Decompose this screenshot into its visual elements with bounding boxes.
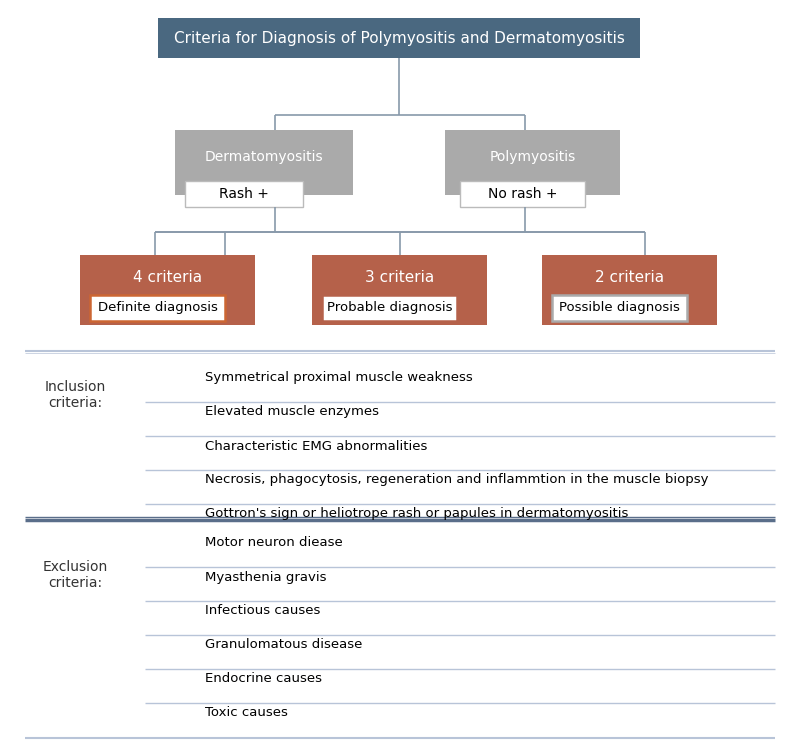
Text: Polymyositis: Polymyositis (490, 150, 576, 164)
Bar (185, 181, 303, 207)
Bar (460, 181, 585, 207)
Text: 4 criteria: 4 criteria (133, 270, 202, 285)
Bar (80, 255, 255, 325)
Bar (312, 255, 487, 325)
Text: Probable diagnosis: Probable diagnosis (326, 302, 452, 314)
Bar (175, 130, 353, 195)
Bar (542, 255, 717, 325)
Text: Exclusion
criteria:: Exclusion criteria: (42, 560, 108, 590)
Bar (158, 18, 640, 58)
Text: No rash +: No rash + (488, 187, 558, 201)
Text: Elevated muscle enzymes: Elevated muscle enzymes (205, 406, 379, 418)
Text: Dermatomyositis: Dermatomyositis (205, 150, 323, 164)
Text: Inclusion
criteria:: Inclusion criteria: (44, 380, 106, 410)
Text: Rash +: Rash + (219, 187, 269, 201)
Text: Motor neuron diease: Motor neuron diease (205, 536, 342, 550)
Bar (445, 130, 620, 195)
Text: Necrosis, phagocytosis, regeneration and inflammtion in the muscle biopsy: Necrosis, phagocytosis, regeneration and… (205, 474, 709, 486)
Text: Infectious causes: Infectious causes (205, 604, 320, 618)
Text: Gottron's sign or heliotrope rash or papules in dermatomyositis: Gottron's sign or heliotrope rash or pap… (205, 507, 628, 521)
Text: Granulomatous disease: Granulomatous disease (205, 639, 362, 651)
Text: Characteristic EMG abnormalities: Characteristic EMG abnormalities (205, 439, 427, 453)
Text: 2 criteria: 2 criteria (595, 270, 664, 285)
Text: Criteria for Diagnosis of Polymyositis and Dermatomyositis: Criteria for Diagnosis of Polymyositis a… (174, 31, 625, 46)
Bar (322, 295, 457, 321)
Text: 3 criteria: 3 criteria (365, 270, 434, 285)
Text: Myasthenia gravis: Myasthenia gravis (205, 571, 326, 583)
Bar (552, 295, 687, 321)
Text: Toxic causes: Toxic causes (205, 707, 288, 719)
Text: Endocrine causes: Endocrine causes (205, 672, 322, 686)
Bar (90, 295, 225, 321)
Text: Symmetrical proximal muscle weakness: Symmetrical proximal muscle weakness (205, 371, 473, 385)
Text: Possible diagnosis: Possible diagnosis (559, 302, 680, 314)
Text: Definite diagnosis: Definite diagnosis (98, 302, 218, 314)
